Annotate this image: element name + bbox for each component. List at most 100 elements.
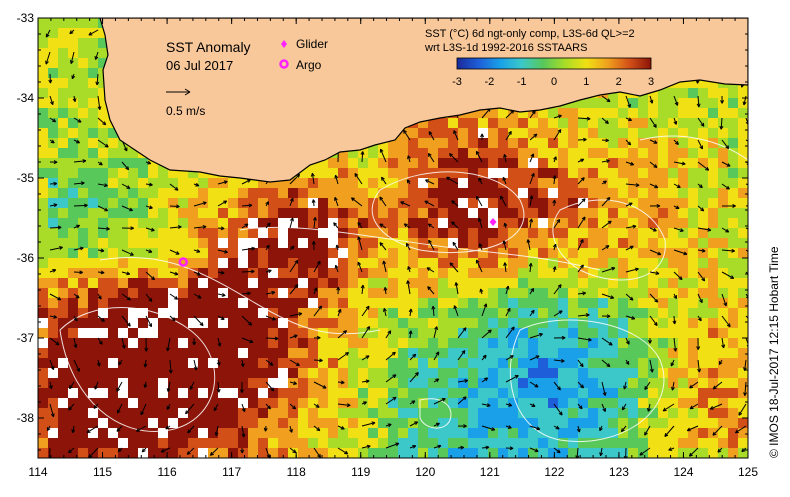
anomaly-cell [538,238,548,248]
anomaly-cell [638,198,648,208]
anomaly-cell [278,348,288,358]
anomaly-cell [568,328,578,338]
anomaly-cell [668,168,678,178]
anomaly-cell [48,328,58,338]
anomaly-cell [228,238,238,248]
anomaly-cell [68,398,78,408]
anomaly-cell [508,268,518,278]
anomaly-cell [338,198,348,208]
anomaly-cell [318,248,328,258]
anomaly-cell [158,348,168,358]
anomaly-cell [438,338,448,348]
anomaly-cell [148,208,158,218]
anomaly-cell [688,258,698,268]
anomaly-cell [348,258,358,268]
anomaly-cell [328,388,338,398]
anomaly-cell [678,378,688,388]
anomaly-cell [498,388,508,398]
anomaly-cell [538,358,548,368]
anomaly-cell [38,78,48,88]
anomaly-cell [578,348,588,358]
anomaly-cell [298,278,308,288]
anomaly-cell [518,318,528,328]
anomaly-cell [88,208,98,218]
anomaly-cell [398,138,408,148]
anomaly-cell [518,148,528,158]
anomaly-cell [608,248,618,258]
anomaly-cell [708,268,718,278]
anomaly-cell [458,288,468,298]
anomaly-cell [468,438,478,448]
anomaly-cell [558,338,568,348]
anomaly-cell [528,438,538,448]
anomaly-cell [78,228,88,238]
anomaly-cell [108,238,118,248]
anomaly-cell [108,198,118,208]
anomaly-cell [168,328,178,338]
anomaly-cell [398,158,408,168]
anomaly-cell [708,308,718,318]
anomaly-cell [248,188,258,198]
anomaly-cell [668,268,678,278]
anomaly-cell [388,158,398,168]
anomaly-cell [228,408,238,418]
anomaly-cell [38,358,48,368]
anomaly-cell [708,428,718,438]
anomaly-cell [348,158,358,168]
anomaly-cell [718,328,728,338]
anomaly-cell [378,208,388,218]
anomaly-cell [298,448,308,458]
anomaly-cell [588,238,598,248]
anomaly-cell [478,118,488,128]
anomaly-cell [348,278,358,288]
anomaly-cell [188,178,198,188]
anomaly-cell [658,258,668,268]
anomaly-cell [568,118,578,128]
anomaly-cell [628,348,638,358]
anomaly-cell [68,38,78,48]
anomaly-cell [528,148,538,158]
anomaly-cell [578,248,588,258]
anomaly-cell [718,168,728,178]
anomaly-cell [338,218,348,228]
anomaly-cell [278,288,288,298]
anomaly-cell [728,358,738,368]
anomaly-cell [728,298,738,308]
anomaly-cell [568,428,578,438]
anomaly-cell [98,248,108,258]
anomaly-cell [48,218,58,228]
anomaly-cell [318,188,328,198]
anomaly-cell [338,178,348,188]
anomaly-cell [468,358,478,368]
anomaly-cell [718,198,728,208]
anomaly-cell [258,398,268,408]
anomaly-cell [378,438,388,448]
anomaly-cell [78,88,88,98]
anomaly-cell [328,448,338,458]
anomaly-cell [498,278,508,288]
anomaly-cell [108,158,118,168]
anomaly-cell [568,178,578,188]
anomaly-cell [718,278,728,288]
anomaly-cell [138,328,148,338]
anomaly-cell [598,128,608,138]
anomaly-cell [588,198,598,208]
anomaly-cell [68,268,78,278]
anomaly-cell [188,398,198,408]
anomaly-cell [558,118,568,128]
anomaly-cell [538,208,548,218]
anomaly-cell [228,378,238,388]
anomaly-cell [598,108,608,118]
anomaly-cell [58,448,68,458]
anomaly-cell [598,148,608,158]
anomaly-cell [48,318,58,328]
anomaly-cell [358,168,368,178]
anomaly-cell [108,408,118,418]
anomaly-cell [638,158,648,168]
anomaly-cell [468,168,478,178]
anomaly-cell [358,418,368,428]
anomaly-cell [78,348,88,358]
anomaly-cell [348,308,358,318]
anomaly-cell [388,448,398,458]
anomaly-cell [138,188,148,198]
